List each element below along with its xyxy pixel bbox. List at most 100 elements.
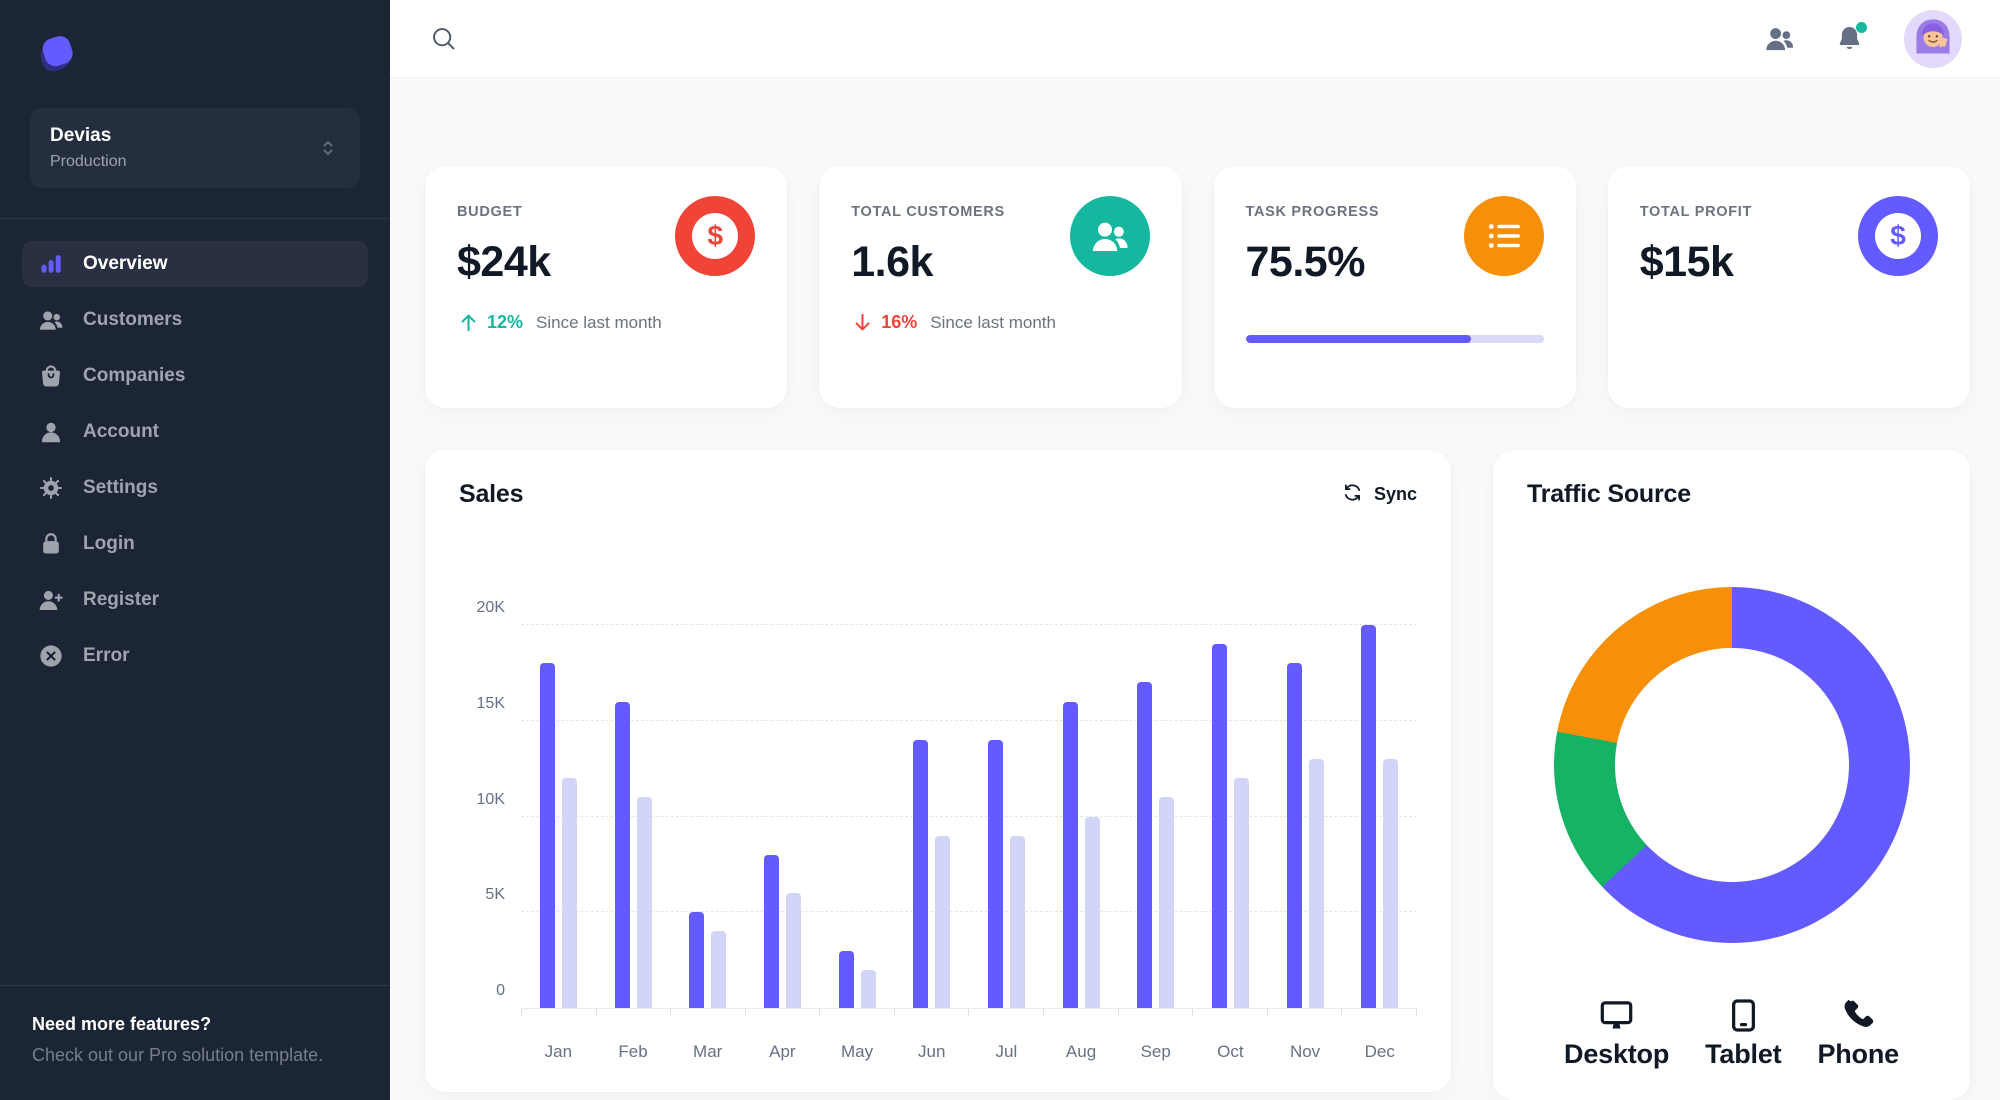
workspace-text: Devias Production xyxy=(50,125,127,171)
x-axis-tick xyxy=(521,1009,522,1016)
bar-secondary-apr xyxy=(785,893,801,1008)
bar-secondary-aug xyxy=(1084,816,1100,1008)
gridline xyxy=(521,815,1417,817)
users-icon xyxy=(1764,23,1795,54)
sidebar-item-label: Error xyxy=(83,645,130,666)
x-axis-tick xyxy=(1192,1009,1194,1016)
notification-badge xyxy=(1856,22,1867,33)
sidebar-item-account[interactable]: Account xyxy=(22,409,368,455)
x-axis-tick xyxy=(1266,1009,1268,1016)
sidebar-item-companies[interactable]: Companies xyxy=(22,353,368,399)
contacts-button[interactable] xyxy=(1764,23,1795,54)
chart-bar-icon xyxy=(38,251,64,277)
workspace-selector[interactable]: Devias Production xyxy=(30,108,360,188)
stat-value: $24k xyxy=(457,238,551,286)
notifications-button[interactable] xyxy=(1835,22,1867,53)
legend-label: Phone xyxy=(1817,1039,1899,1069)
top-bar xyxy=(390,0,2000,78)
currency-dollar-icon: $ xyxy=(692,213,739,259)
traffic-card: Traffic Source Desktop Tablet Phone xyxy=(1493,450,1970,1100)
list-bullets-icon xyxy=(1484,216,1524,256)
sidebar-item-label: Register xyxy=(83,589,160,610)
bar-primary-jun xyxy=(913,739,929,1008)
bar-group-apr xyxy=(745,625,820,1008)
sidebar-item-register[interactable]: Register xyxy=(22,577,368,623)
bar-secondary-mar xyxy=(711,931,727,1008)
x-axis-label-may: May xyxy=(840,1042,874,1061)
sidebar: Devias Production Overview Customers Compa… xyxy=(0,0,390,1100)
bar-group-aug xyxy=(1044,625,1119,1008)
sidebar-footer-subtitle[interactable]: Check out our Pro solution template. xyxy=(32,1045,324,1065)
x-axis-tick xyxy=(595,1009,597,1016)
sidebar-item-overview[interactable]: Overview xyxy=(22,241,368,287)
bar-primary-apr xyxy=(763,854,779,1008)
bar-primary-mar xyxy=(689,912,705,1008)
bar-secondary-may xyxy=(860,969,876,1008)
sync-button[interactable]: Sync xyxy=(1342,482,1417,508)
avatar[interactable] xyxy=(1904,9,1962,68)
sidebar-item-login[interactable]: Login xyxy=(22,521,368,567)
bar-secondary-jan xyxy=(561,778,577,1008)
x-axis-label-aug: Aug xyxy=(1065,1042,1097,1061)
arrow-down-icon xyxy=(851,311,874,334)
x-circle-icon xyxy=(38,643,64,669)
gridline xyxy=(521,624,1417,625)
bell-icon xyxy=(1835,24,1864,53)
bar-primary-jan xyxy=(539,663,555,1008)
sidebar-item-customers[interactable]: Customers xyxy=(22,297,368,343)
stat-icon-circle xyxy=(1463,196,1544,276)
x-axis-label-jan: Jan xyxy=(544,1042,573,1061)
stat-label: TOTAL CUSTOMERS xyxy=(851,204,1005,220)
bar-group-mar xyxy=(670,625,745,1008)
gridline xyxy=(521,719,1417,721)
x-axis-label-sep: Sep xyxy=(1140,1042,1171,1061)
stat-card-budget: BUDGET $24k $ 12% Since last month xyxy=(425,166,788,408)
traffic-legend: Desktop Tablet Phone xyxy=(1527,997,1936,1070)
x-axis-tick xyxy=(744,1009,746,1016)
stat-trend: 16% Since last month xyxy=(851,311,1149,334)
sidebar-footer-divider xyxy=(0,985,390,986)
user-icon xyxy=(38,419,64,445)
bar-secondary-jun xyxy=(935,835,951,1008)
stat-value: $15k xyxy=(1639,238,1734,286)
tablet-icon xyxy=(1725,997,1762,1034)
stat-icon-circle: $ xyxy=(1858,196,1938,276)
sync-label: Sync xyxy=(1373,484,1417,504)
bar-series xyxy=(521,625,1417,1008)
users-icon xyxy=(1090,216,1130,256)
y-axis-tick-label: 10K xyxy=(476,790,505,808)
bar-group-jan xyxy=(521,625,596,1008)
traffic-title: Traffic Source xyxy=(1527,480,1691,508)
bar-primary-may xyxy=(838,950,854,1008)
bar-secondary-jul xyxy=(1009,835,1025,1008)
workspace-environment: Production xyxy=(50,153,127,170)
sidebar-item-settings[interactable]: Settings xyxy=(22,465,368,511)
legend-item-phone[interactable]: Phone xyxy=(1817,997,1899,1070)
bar-group-jul xyxy=(969,625,1044,1008)
arrow-up-icon xyxy=(457,311,480,334)
devias-logo[interactable] xyxy=(32,30,390,80)
top-bar-actions xyxy=(1764,9,1962,68)
sidebar-item-label: Overview xyxy=(83,253,168,274)
sidebar-item-label: Account xyxy=(83,421,159,442)
sidebar-item-error[interactable]: Error xyxy=(22,633,368,679)
legend-label: Tablet xyxy=(1705,1039,1782,1069)
avatar-image xyxy=(1904,9,1962,68)
bar-group-nov xyxy=(1268,625,1343,1008)
legend-label: Desktop xyxy=(1564,1039,1670,1069)
bar-group-may xyxy=(820,625,895,1008)
stat-value: 1.6k xyxy=(851,238,933,286)
legend-item-desktop[interactable]: Desktop xyxy=(1564,997,1669,1070)
devias-logo-icon xyxy=(40,36,73,72)
traffic-donut-chart xyxy=(1553,587,1910,943)
x-axis-tick xyxy=(1415,1009,1417,1016)
sidebar-item-label: Customers xyxy=(83,309,183,330)
x-axis-tick xyxy=(1043,1009,1045,1016)
legend-item-tablet[interactable]: Tablet xyxy=(1705,997,1782,1070)
trend-value: 16% xyxy=(881,312,918,332)
stats-row: BUDGET $24k $ 12% Since last month TOTAL… xyxy=(425,166,1970,408)
search-button[interactable] xyxy=(430,25,457,52)
x-axis-label-apr: Apr xyxy=(769,1042,796,1061)
bar-primary-oct xyxy=(1211,644,1227,1008)
workspace-name: Devias xyxy=(50,125,112,146)
